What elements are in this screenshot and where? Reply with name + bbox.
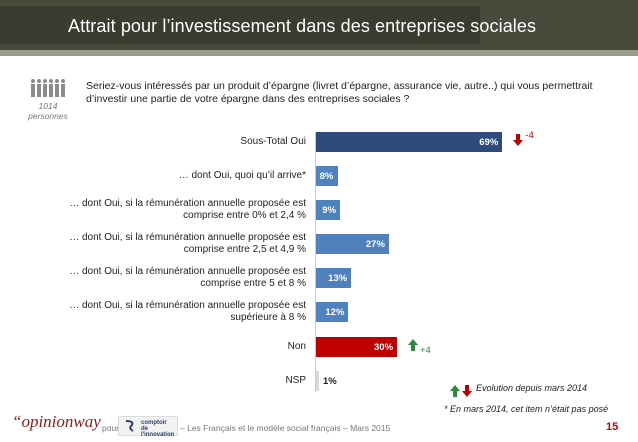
bar-value-label: 30% <box>374 341 394 353</box>
page-title: Attrait pour l’investissement dans des e… <box>68 16 537 36</box>
comptoir-logo: comptoir de l'innovation <box>118 416 178 438</box>
title-strip <box>0 6 480 44</box>
bar <box>316 200 341 220</box>
bar-value-label: 9% <box>322 204 337 216</box>
bar-value-label: 13% <box>328 272 348 284</box>
bar-value-label: 12% <box>325 306 345 318</box>
bar <box>316 268 352 288</box>
category-label: … dont Oui, quoi qu’il arrive* <box>178 170 306 181</box>
sample-size: 1014 personnes <box>28 101 68 121</box>
bar <box>316 337 397 357</box>
bar <box>316 132 503 152</box>
opinionway-logo: “opinionway <box>12 412 101 431</box>
bar <box>316 302 349 322</box>
category-label: Sous-Total Oui <box>240 136 306 147</box>
bar <box>316 234 389 254</box>
category-label: … dont Oui, si la rémunération annuelle … <box>69 266 306 289</box>
evolution-legend-icon <box>448 384 474 398</box>
category-label: Non <box>287 341 306 352</box>
bar <box>316 166 338 186</box>
bar-value-label: 69% <box>479 136 499 148</box>
evolution-label: -4 <box>525 130 534 141</box>
legend-label: Evolution depuis mars 2014 <box>476 383 588 393</box>
title-bar: Attrait pour l’investissement dans des e… <box>0 0 638 50</box>
title-underline <box>0 50 638 56</box>
page-number: 15 <box>606 421 619 433</box>
bar <box>316 371 319 391</box>
evolution-label: +4 <box>420 345 431 356</box>
bar-value-label: 8% <box>319 170 334 182</box>
bar-value-label: 27% <box>365 238 385 250</box>
category-label: … dont Oui, si la rémunération annuelle … <box>69 232 306 255</box>
sample-unit: personnes <box>28 111 68 121</box>
chart-baseline <box>315 132 316 392</box>
footer-pour: pour <box>102 423 120 433</box>
comptoir-logo-icon <box>125 420 134 432</box>
category-label: … dont Oui, si la rémunération annuelle … <box>69 198 306 221</box>
sample-count: 1014 <box>38 101 58 111</box>
arrow-down-icon <box>513 134 524 146</box>
comptoir-logo-text: comptoir de l'innovation <box>141 420 175 438</box>
arrow-up-icon <box>408 339 418 351</box>
survey-question: Seriez-vous intéressés par un produit d’… <box>86 80 593 105</box>
footer-caption: – Les Français et le modèle social franç… <box>180 423 391 433</box>
footnote: * En mars 2014, cet item n’était pas pos… <box>444 404 609 414</box>
category-label: … dont Oui, si la rémunération annuelle … <box>69 300 306 323</box>
bar-value-label: 1% <box>323 375 337 387</box>
people-icon <box>31 79 65 97</box>
category-label: NSP <box>285 375 306 386</box>
